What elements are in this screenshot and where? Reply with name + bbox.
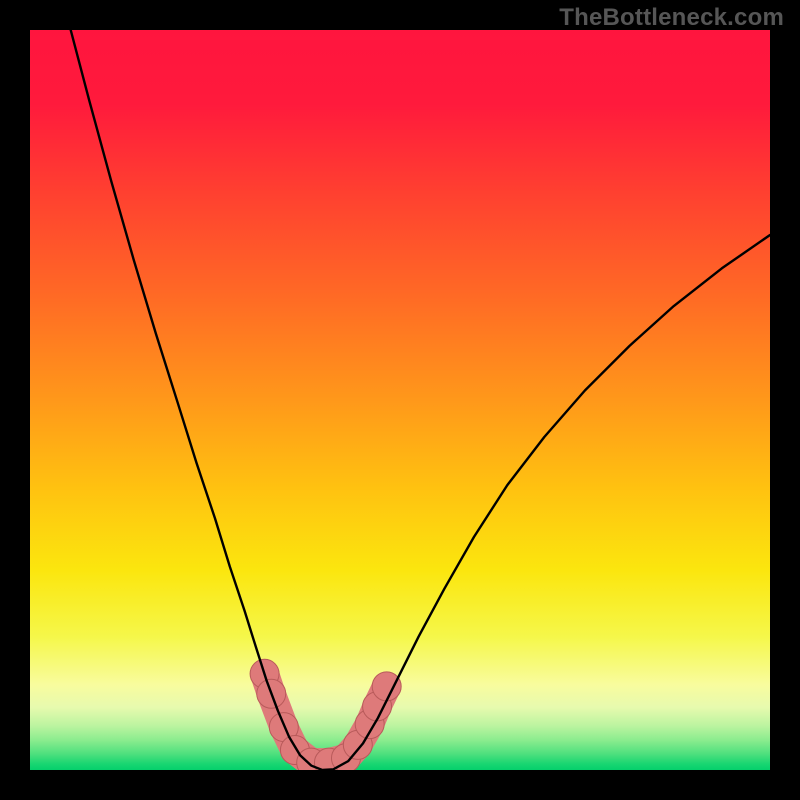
data-marker — [372, 672, 401, 701]
chart-svg — [30, 30, 770, 770]
watermark-label: TheBottleneck.com — [559, 4, 784, 32]
plot-area — [30, 30, 770, 770]
gradient-background — [30, 30, 770, 770]
